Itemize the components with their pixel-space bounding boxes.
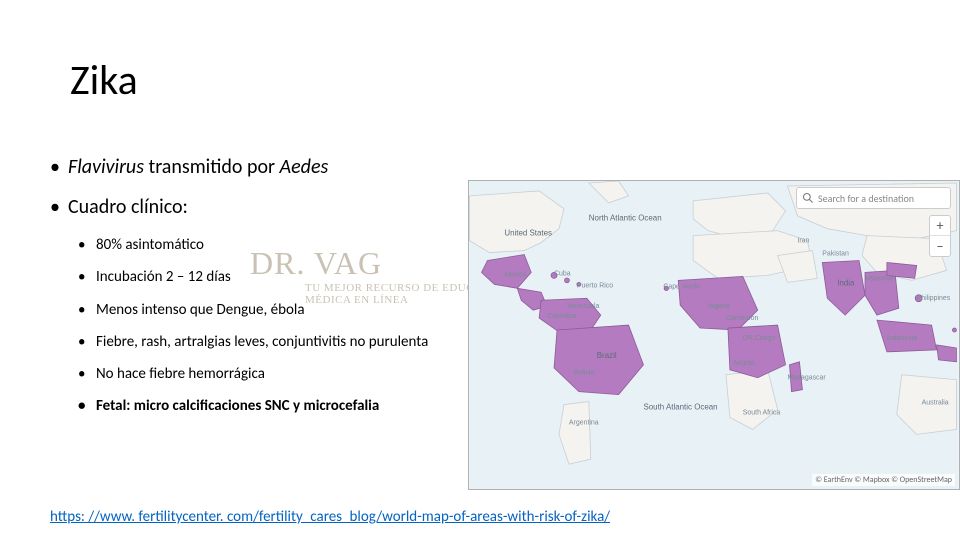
map-label: Philippines xyxy=(917,295,951,302)
zoom-out-button[interactable]: − xyxy=(930,236,950,256)
world-map: North Atlantic Ocean United States Mexico C… xyxy=(468,180,960,490)
map-label: South Africa xyxy=(743,409,781,416)
map-label: Madagascar xyxy=(788,375,827,382)
italic-text: Flavivirus xyxy=(68,155,144,179)
map-attribution: © EarthEnv © Mapbox © OpenStreetMap xyxy=(812,474,955,486)
map-label: Cameroon xyxy=(726,315,759,322)
map-label: South Atlantic Ocean xyxy=(643,403,717,412)
map-label: Pakistan xyxy=(822,251,849,258)
search-placeholder: Search for a destination xyxy=(818,192,914,205)
map-label: Angola xyxy=(733,360,755,367)
sub-bullet-fetal: Fetal: micro calcificaciones SNC y micro… xyxy=(78,396,480,416)
map-label: Mexico xyxy=(504,271,526,278)
map-label: Bolivia xyxy=(574,370,595,377)
map-label: Iran xyxy=(797,238,809,245)
map-label: DR Congo xyxy=(743,335,776,342)
content-area: Flavivirus transmitido por Aedes Cuadro … xyxy=(50,155,480,417)
sub-bullet: Incubación 2 – 12 días xyxy=(78,267,480,287)
sub-bullet: 80% asintomático xyxy=(78,235,480,255)
map-label: Cuba xyxy=(554,270,571,277)
map-label: India xyxy=(837,278,855,287)
reference-link[interactable]: https: //www. fertilitycenter. com/ferti… xyxy=(50,508,610,526)
sub-bullet: Menos intenso que Dengue, ébola xyxy=(78,300,480,320)
map-svg: North Atlantic Ocean United States Mexico C… xyxy=(469,181,959,489)
map-label: Cape Verde xyxy=(663,283,700,290)
bullet-flavivirus: Flavivirus transmitido por Aedes xyxy=(50,155,480,179)
zoom-in-button[interactable]: + xyxy=(930,216,950,236)
map-label: North Atlantic Ocean xyxy=(589,214,662,223)
italic-text: Aedes xyxy=(280,155,329,179)
map-label: Brazil xyxy=(597,351,617,360)
map-label: Myanmar xyxy=(865,275,895,282)
map-label: Venezuela xyxy=(567,303,600,310)
map-label: Indonesia xyxy=(887,335,917,342)
map-label: Puerto Rico xyxy=(577,282,613,289)
slide: Zika DR. VAG TU MEJOR RECURSO DE EDUCMÉD… xyxy=(0,0,960,540)
sub-bullet: No hace fiebre hemorrágica xyxy=(78,364,480,384)
map-search-box[interactable]: Search for a destination xyxy=(796,187,951,209)
map-zoom-controls: + − xyxy=(929,215,951,257)
map-label: Colombia xyxy=(547,313,576,320)
bullet-cuadro: Cuadro clínico: xyxy=(50,195,480,219)
sub-bullet: Fiebre, rash, artralgias leves, conjunti… xyxy=(78,332,480,352)
slide-title: Zika xyxy=(70,55,138,106)
map-label: Australia xyxy=(922,400,949,407)
search-icon xyxy=(802,192,814,204)
map-label: United States xyxy=(504,229,552,238)
map-label: Argentina xyxy=(569,419,599,426)
map-label: Nigeria xyxy=(708,303,730,310)
text: transmitido por xyxy=(144,155,280,179)
